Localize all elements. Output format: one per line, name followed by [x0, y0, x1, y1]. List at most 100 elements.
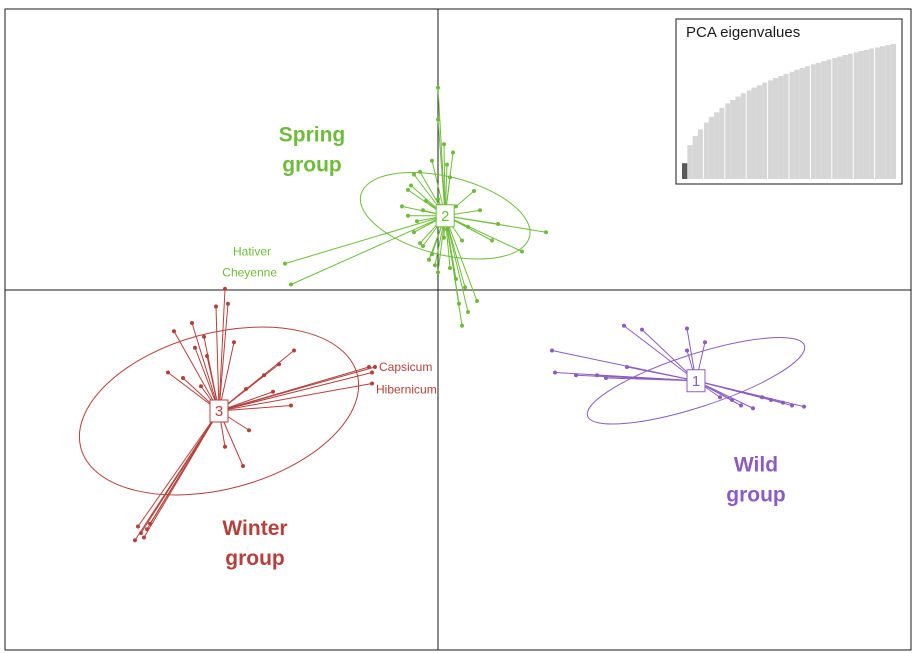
spring-point	[436, 85, 440, 90]
winter-point	[277, 362, 281, 367]
spring-spoke	[443, 144, 446, 216]
spring-point	[463, 285, 467, 290]
spring-spoke	[290, 215, 446, 285]
wild-label-line2: group	[726, 484, 785, 507]
spring-point	[496, 222, 500, 226]
eigenvalue-bars	[682, 44, 896, 180]
eigenvalue-bar	[821, 61, 827, 179]
winter-centroid-box	[209, 399, 229, 423]
winter-point	[271, 389, 275, 394]
spring-point	[421, 208, 425, 213]
winter-point	[181, 376, 185, 380]
spring-point	[433, 263, 437, 268]
spring-ellipse	[359, 171, 531, 260]
eigenvalue-bar	[863, 49, 870, 179]
winter-point	[226, 301, 230, 306]
eigenvalue-inset: PCA eigenvalues	[675, 18, 903, 185]
spring-label-line2: group	[282, 154, 341, 177]
spring-point	[442, 235, 446, 240]
eigenvalue-bar	[751, 87, 757, 179]
wild-point	[595, 373, 599, 378]
spring-point	[448, 266, 452, 270]
spring-spoke	[444, 215, 469, 313]
eigenvalue-bar	[687, 145, 693, 179]
spring-point	[418, 241, 422, 246]
winter-spoke	[149, 410, 220, 525]
eigenvalue-bar	[740, 93, 747, 179]
winter-point	[370, 370, 374, 375]
eigenvalue-bar	[879, 46, 886, 180]
spring-point	[454, 277, 458, 281]
spring-point	[448, 175, 452, 180]
cultivar-label: Cheyenne	[222, 266, 277, 280]
winter-point	[190, 321, 194, 325]
winter-point	[133, 538, 137, 543]
winter-point	[223, 286, 227, 291]
spring-point	[406, 187, 410, 192]
wild-point	[625, 365, 629, 369]
eigenvalue-bar	[831, 57, 838, 179]
spring-point	[478, 208, 482, 213]
winter-point	[214, 304, 218, 309]
eigenvalue-bar	[826, 59, 832, 180]
winter-point	[145, 527, 149, 532]
spring-point	[454, 204, 458, 209]
spring-point	[427, 257, 431, 262]
wild-spoke	[605, 377, 697, 382]
eigenvalue-bar	[810, 64, 816, 179]
spring-point	[415, 219, 419, 224]
winter-point	[223, 444, 227, 449]
eigenvalue-bar	[858, 50, 864, 180]
wild-point	[790, 403, 794, 408]
winter-point	[166, 370, 170, 375]
spring-point	[451, 150, 455, 155]
spring-point	[424, 198, 428, 203]
groups-layer: Hativer Cheyenne 2 Spring group Capsicum Hiber…	[78, 85, 806, 570]
spring-point	[457, 301, 461, 306]
spring-point	[490, 238, 494, 243]
winter-spoke	[218, 383, 373, 412]
wild-point	[550, 348, 554, 353]
winter-point	[289, 403, 293, 408]
wild-ellipse	[586, 336, 806, 425]
wild-point	[760, 395, 764, 400]
eigenvalue-bar	[842, 55, 848, 179]
winter-spoke	[218, 366, 376, 412]
eigenvalue-bar	[837, 56, 843, 180]
winter-ellipse	[78, 326, 360, 496]
eigenvalue-bar	[890, 44, 896, 179]
spring-spoke	[444, 215, 523, 252]
winter-spoke	[137, 410, 220, 527]
eigenvalue-bar	[789, 71, 795, 179]
spring-point	[445, 227, 449, 232]
winter-point	[199, 384, 203, 389]
wild-point	[622, 323, 626, 328]
spring-point	[400, 204, 404, 209]
eigenvalue-bar	[778, 75, 784, 179]
wild-point	[703, 340, 707, 345]
winter-spoke	[218, 288, 226, 412]
wild-centroid-label: 1	[692, 373, 700, 390]
eigenvalue-bar	[746, 90, 752, 179]
spring-point	[436, 197, 440, 202]
wild-point	[769, 398, 773, 402]
spring-point	[418, 169, 422, 174]
wild-group: 1 Wild group	[550, 323, 806, 507]
eigenvalue-bar	[847, 53, 854, 179]
winter-point	[193, 345, 197, 350]
spring-point	[442, 142, 446, 147]
eigenvalue-bar	[703, 122, 709, 179]
spring-point	[289, 282, 293, 287]
eigenvalue-inset-title: PCA eigenvalues	[686, 24, 800, 41]
eigenvalue-bar	[730, 99, 736, 179]
eigenvalue-bar	[799, 67, 806, 179]
eigenvalue-bar	[719, 107, 725, 179]
wild-point	[781, 400, 785, 405]
wild-point	[730, 398, 734, 402]
eigenvalue-bar	[698, 129, 704, 179]
wild-point	[718, 395, 722, 400]
spring-point	[436, 117, 440, 122]
winter-spoke	[191, 322, 220, 412]
wild-label-line1: Wild	[734, 454, 778, 477]
